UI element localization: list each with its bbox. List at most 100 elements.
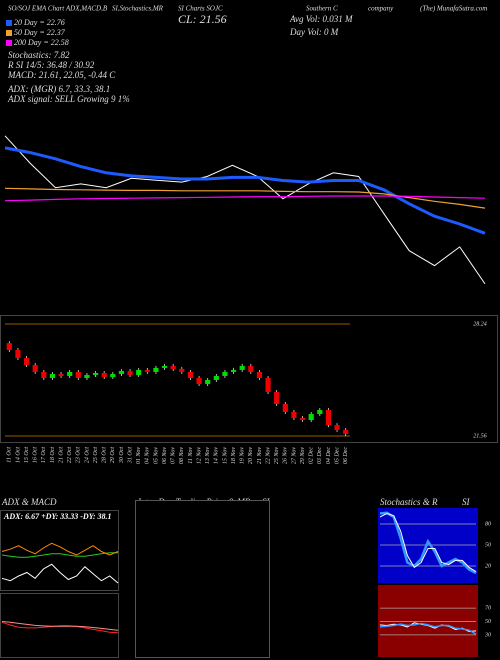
series-line xyxy=(1,563,119,584)
series-line xyxy=(379,511,477,575)
intraday-panel xyxy=(135,500,270,658)
series-line xyxy=(379,622,477,635)
panel-title: Stochastics & R xyxy=(380,497,438,507)
y-tick-label: 50 xyxy=(485,542,491,548)
candle-body xyxy=(282,403,288,413)
x-tick-label: 01 Nov xyxy=(136,447,142,465)
candle-body xyxy=(299,418,306,421)
candle-body xyxy=(15,350,21,359)
price-panel xyxy=(0,315,498,443)
header-text: SO/SOJ EMA Chart ADX,MACD,B xyxy=(8,5,108,13)
candle-body xyxy=(334,425,340,430)
legend-label: 200 Day = 22.58 xyxy=(14,38,69,47)
indicator: R SI 14/5: 36.48 / 30.92 xyxy=(7,60,95,70)
candle-body xyxy=(248,365,254,372)
x-tick-label: 27 Nov xyxy=(291,447,297,465)
legend-label: 20 Day = 22.76 xyxy=(14,18,65,27)
candle-body xyxy=(92,372,99,375)
candle-body xyxy=(118,370,125,374)
x-tick-label: 29 Oct xyxy=(110,447,116,463)
x-tick-label: 05 Nov xyxy=(153,447,159,465)
candle-body xyxy=(265,377,271,393)
candle-body xyxy=(67,371,73,376)
stochastics-panel xyxy=(378,508,478,583)
candle-body xyxy=(291,412,297,419)
panel-title: ADX & MACD xyxy=(1,497,57,507)
legend-swatch xyxy=(6,20,12,26)
candle-body xyxy=(144,369,150,372)
candle-body xyxy=(41,371,47,378)
candle-body xyxy=(75,371,81,378)
candle-body xyxy=(308,414,314,421)
candle-body xyxy=(49,373,56,378)
candle-body xyxy=(110,373,116,377)
x-tick-label: 21 Nov xyxy=(257,447,263,465)
x-tick-label: 02 Dec xyxy=(309,447,315,464)
legend-swatch xyxy=(6,40,12,46)
day-volume: Day Vol: 0 M xyxy=(289,27,339,37)
x-tick-label: 30 Oct xyxy=(119,447,125,464)
candle-body xyxy=(325,409,332,426)
x-tick-label: 25 Nov xyxy=(274,447,280,465)
candle-body xyxy=(179,368,185,372)
candle-body xyxy=(170,365,176,369)
candle-body xyxy=(58,373,64,376)
x-tick-label: 18 Nov xyxy=(231,447,237,465)
header-text: SI,Stochastics,MR xyxy=(112,5,164,13)
y-tick-label: 28.24 xyxy=(473,320,487,327)
x-tick-label: 05 Dec xyxy=(334,447,340,464)
indicator: ADX: (MGR) 6.7, 33.3, 38.1 xyxy=(7,84,110,94)
series-line xyxy=(1,621,119,631)
x-tick-label: 13 Nov xyxy=(205,447,211,465)
candle-body xyxy=(161,365,168,368)
x-tick-label: 22 Oct xyxy=(67,447,73,463)
series-line xyxy=(1,552,118,558)
candle-body xyxy=(127,370,133,375)
candle-body xyxy=(222,371,228,376)
x-tick-label: 26 Nov xyxy=(283,447,289,465)
candle-body xyxy=(101,372,107,377)
header-text: (The) MunafaSutra.com xyxy=(420,5,487,13)
x-tick-label: 08 Nov xyxy=(179,447,185,465)
adx-panel xyxy=(0,510,119,591)
x-tick-label: 11 Oct xyxy=(7,447,13,463)
indicator: MACD: 21.61, 22.05, -0.44 C xyxy=(7,70,116,80)
x-tick-label: 04 Dec xyxy=(325,447,332,464)
x-tick-label: 15 Oct xyxy=(24,447,30,463)
header-text: SI Charts SOJC xyxy=(178,5,223,13)
candle-body xyxy=(196,377,202,385)
x-tick-label: 25 Oct xyxy=(93,447,99,463)
x-tick-label: 18 Oct xyxy=(50,447,56,463)
x-tick-label: 22 Nov xyxy=(265,447,271,465)
x-tick-label: 04 Nov xyxy=(144,447,151,465)
y-tick-label: 20 xyxy=(485,563,491,569)
x-tick-label: 20 Nov xyxy=(248,447,254,465)
y-tick-label: 30 xyxy=(484,632,491,638)
header-text: Southern C xyxy=(306,5,338,13)
candle-body xyxy=(239,365,245,370)
legend-swatch xyxy=(6,30,12,36)
x-tick-label: 14 Oct xyxy=(14,447,21,463)
y-tick-label: 21.56 xyxy=(473,433,487,439)
series-line xyxy=(4,187,486,209)
x-tick-label: 07 Nov xyxy=(171,447,177,465)
candle-body xyxy=(256,371,263,378)
candle-body xyxy=(153,367,159,372)
candle-body xyxy=(187,371,194,378)
close-price: CL: 21.56 xyxy=(178,12,227,26)
x-tick-label: 12 Nov xyxy=(196,447,202,465)
x-tick-label: 29 Nov xyxy=(300,447,306,465)
y-tick-label: 80 xyxy=(485,521,491,527)
candle-body xyxy=(84,374,90,378)
x-tick-label: 17 Oct xyxy=(41,447,47,463)
x-tick-label: 14 Nov xyxy=(213,447,220,465)
x-tick-label: 11 Nov xyxy=(188,447,194,464)
candle-body xyxy=(274,392,280,404)
x-tick-label: 06 Nov xyxy=(162,447,168,465)
rsi-panel xyxy=(378,585,478,657)
indicator: ADX signal: SELL Growing 9 1% xyxy=(7,94,130,104)
candle-body xyxy=(205,380,211,385)
series-line xyxy=(379,512,477,573)
candle-body xyxy=(317,409,323,415)
